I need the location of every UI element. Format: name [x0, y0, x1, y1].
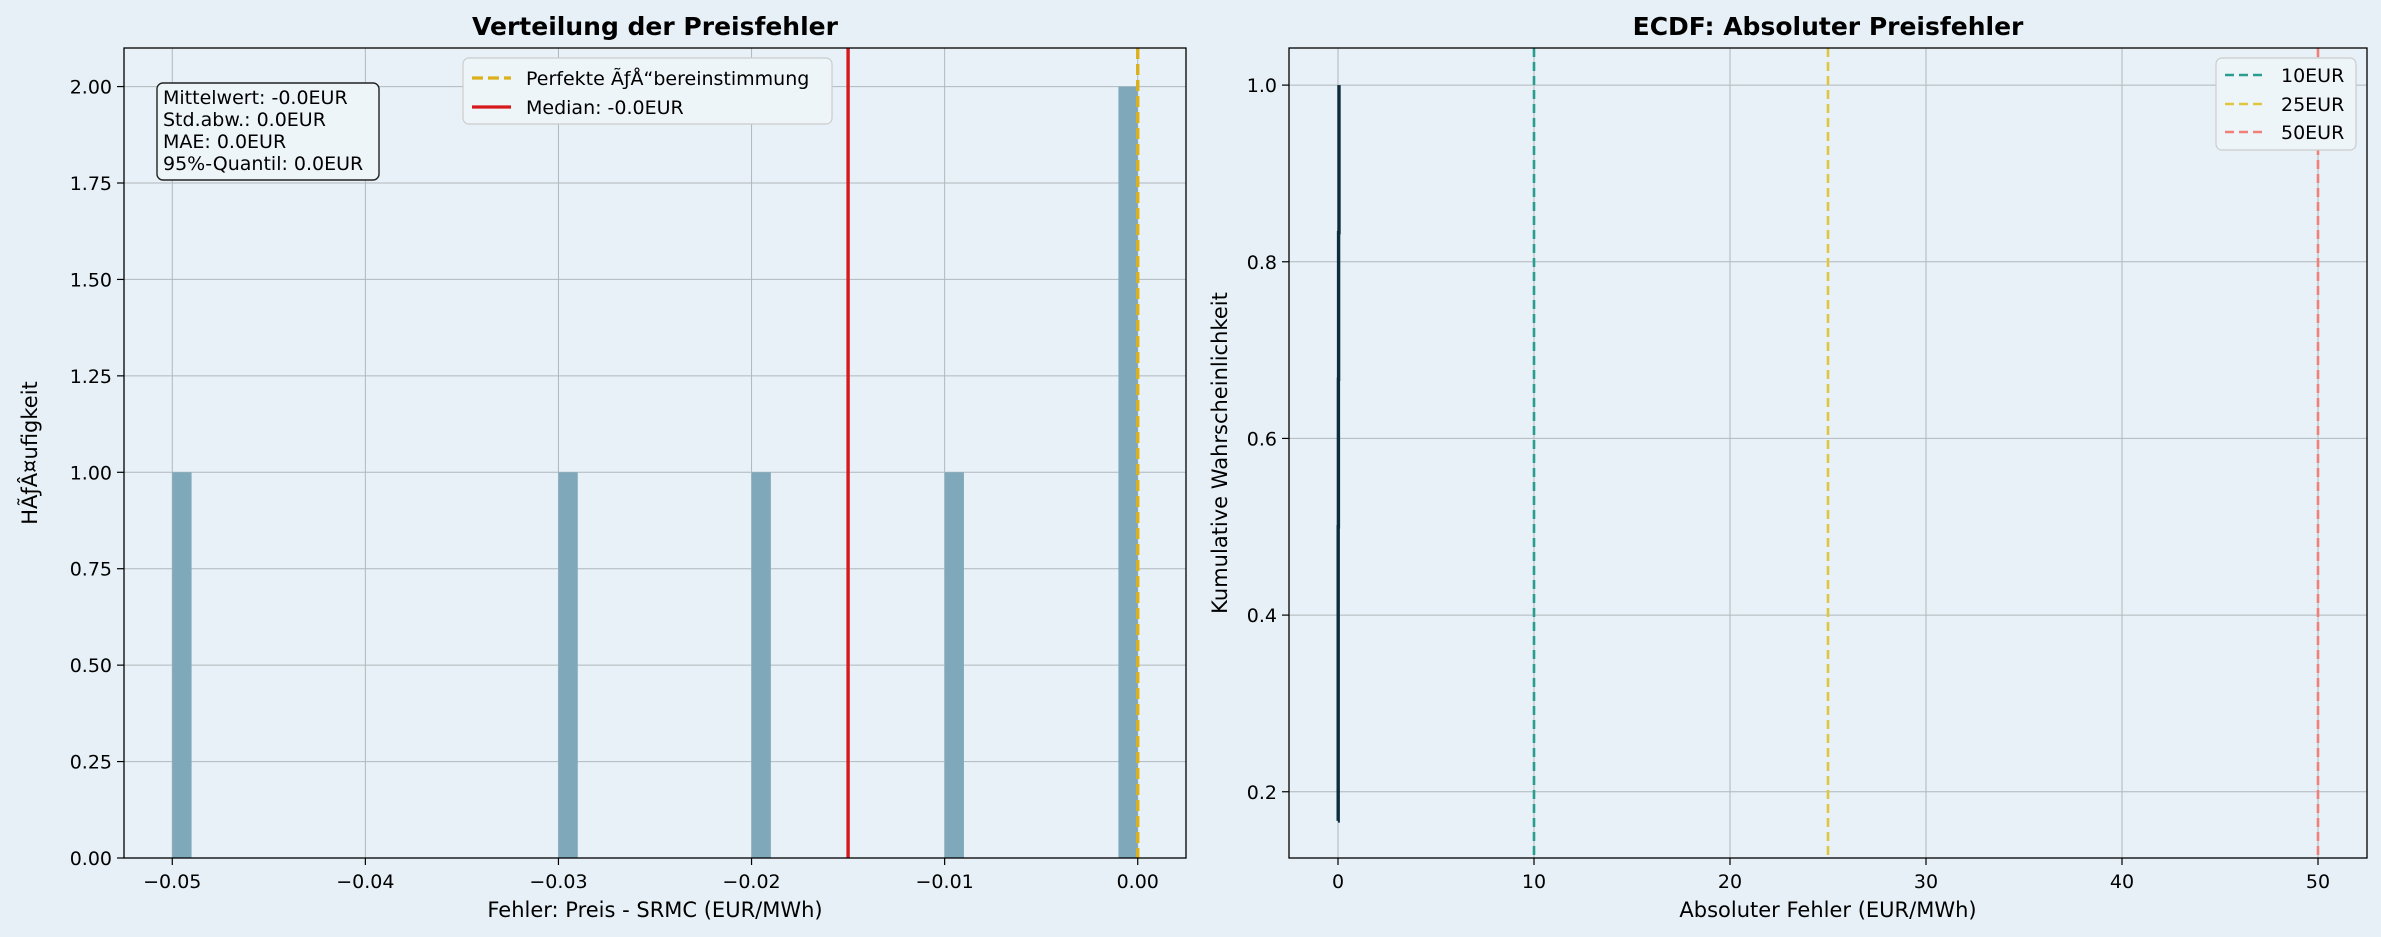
histogram-legend-frame [462, 57, 833, 125]
ecdf-y-axis-label: Kumulative Wahrscheinlichkeit [1208, 292, 1232, 614]
ecdf-x-ticks: 0 10 20 30 40 50 [1332, 858, 2330, 893]
x-tick-label: −0.01 [916, 871, 974, 893]
y-tick-label: 0.00 [70, 848, 112, 870]
histogram-bars [172, 86, 1138, 859]
stats-box-frame [156, 82, 380, 181]
histogram-reference-lines [846, 48, 1140, 858]
y-tick-label: 1.00 [70, 462, 112, 484]
x-tick-label: 50 [2306, 871, 2330, 893]
legend-label-25eur: 25EUR [2281, 94, 2344, 116]
histogram-bar [558, 472, 578, 858]
ecdf-legend: 10EUR 25EUR 50EUR [2215, 57, 2357, 151]
stats-quantile: 95%-Quantil: 0.0EUR [163, 153, 363, 175]
x-tick-label: 30 [1914, 871, 1938, 893]
x-tick-label: 10 [1522, 871, 1546, 893]
y-tick-label: 0.4 [1247, 605, 1277, 627]
histogram-bar [751, 472, 771, 858]
y-tick-label: 0.2 [1247, 782, 1277, 804]
legend-label-10eur: 10EUR [2281, 65, 2344, 87]
y-tick-label: 1.75 [70, 173, 112, 195]
legend-label-50eur: 50EUR [2281, 122, 2344, 144]
histogram-y-ticks: 0.00 0.25 0.50 0.75 1.00 1.25 1.50 1.75 2.00 [70, 77, 124, 870]
stats-std: Std.abw.: 0.0EUR [163, 109, 326, 131]
x-tick-label: −0.03 [529, 871, 587, 893]
stats-mean: Mittelwert: -0.0EUR [163, 87, 348, 109]
ecdf-y-ticks: 0.2 0.4 0.6 0.8 1.0 [1247, 75, 1289, 804]
x-tick-label: 20 [1718, 871, 1742, 893]
x-tick-label: 0.00 [1117, 871, 1159, 893]
histogram-y-axis-label: HÃƒÂ¤ufigkeit [16, 381, 42, 525]
histogram-x-ticks: −0.05 −0.04 −0.03 −0.02 −0.01 0.00 [143, 858, 1159, 893]
histogram-bar [172, 472, 192, 858]
ecdf-legend-frame [2215, 57, 2357, 151]
y-tick-label: 0.6 [1247, 428, 1277, 450]
ecdf-panel: 0 10 20 30 40 50 0.2 0.4 0.6 0.8 1.0 ECDF: Absolu… [1208, 12, 2368, 922]
x-tick-label: −0.04 [336, 871, 394, 893]
stats-box: Mittelwert: -0.0EUR Std.abw.: 0.0EUR MAE… [156, 82, 380, 181]
x-tick-label: 40 [2110, 871, 2134, 893]
y-tick-label: 0.75 [70, 559, 112, 581]
histogram-panel: −0.05 −0.04 −0.03 −0.02 −0.01 0.00 0.000.250.… [16, 12, 1187, 922]
ecdf-line [1336, 85, 1341, 823]
histogram-bar [944, 472, 964, 858]
x-tick-label: 0 [1332, 871, 1344, 893]
histogram-axes-frame [123, 47, 1187, 859]
histogram-bar [1118, 86, 1138, 859]
legend-label-median: Median: -0.0EUR [526, 97, 684, 119]
histogram-legend: Perfekte ÃƒÅ“bereinstimmung Median: -0.0… [462, 57, 833, 125]
y-tick-label: 0.25 [70, 752, 112, 774]
y-tick-label: 1.0 [1247, 75, 1277, 97]
ecdf-title: ECDF: Absoluter Preisfehler [1633, 12, 2024, 41]
histogram-title: Verteilung der Preisfehler [472, 12, 839, 41]
y-tick-label: 1.50 [70, 269, 112, 291]
ecdf-threshold-lines [1532, 48, 2320, 858]
y-tick-label: 1.25 [70, 366, 112, 388]
stats-mae: MAE: 0.0EUR [163, 131, 286, 153]
x-tick-label: −0.02 [722, 871, 780, 893]
ecdf-axes-frame [1288, 47, 2368, 859]
y-tick-label: 0.8 [1247, 252, 1277, 274]
histogram-x-axis-label: Fehler: Preis - SRMC (EUR/MWh) [487, 898, 822, 922]
y-tick-label: 2.00 [70, 77, 112, 99]
ecdf-x-axis-label: Absoluter Fehler (EUR/MWh) [1679, 898, 1976, 922]
legend-label-perfect-match: Perfekte ÃƒÅ“bereinstimmung [526, 67, 809, 90]
x-tick-label: −0.05 [143, 871, 201, 893]
y-tick-label: 0.50 [70, 655, 112, 677]
ecdf-curve [1336, 85, 1341, 823]
